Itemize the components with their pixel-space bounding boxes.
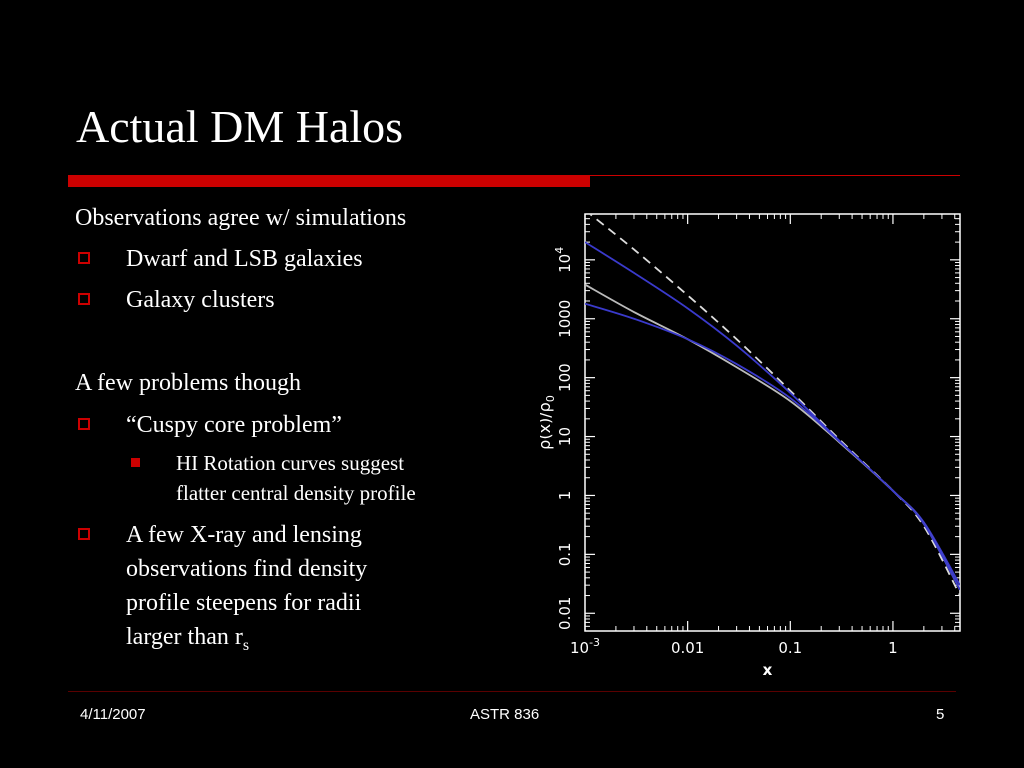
plot-frame [584,213,961,632]
x-tick-label: 0.01 [671,639,704,657]
sub-bullet-line-1: HI Rotation curves suggest [176,451,405,475]
hollow-bullet-icon [78,528,90,540]
y-tick-label: 104 [553,247,574,273]
sub-bullet-line-2: flatter central density profile [176,481,416,505]
y-tick-label: 100 [556,363,574,392]
footer-date: 4/11/2007 [80,706,146,723]
y-tick-label: 0.01 [556,597,574,630]
y-tick-label: 1 [556,491,574,501]
hollow-bullet-icon [78,252,90,264]
x-axis-label: x [763,661,773,679]
footer-course: ASTR 836 [470,706,540,723]
y-tick-label: 10 [556,427,574,446]
bullet-galaxy-clusters: Galaxy clusters [126,287,275,313]
obs-heading: Observations agree w/ simulations [75,205,407,231]
title-rule-thick [68,175,590,187]
slide-title: Actual DM Halos [76,101,404,152]
problems-heading: A few problems though [75,370,301,396]
series-line-1 [588,214,960,596]
x-tick-label: 10-3 [570,636,600,657]
rs-subscript: s [242,636,250,654]
footer-page: 5 [936,706,945,723]
hollow-bullet-icon [78,418,90,430]
bullet-xray-line-4-text: larger than r [126,624,243,650]
bullet-cuspy-core: “Cuspy core problem” [126,412,342,438]
title-rule-thin [590,175,960,176]
x-tick-label: 0.1 [778,639,802,657]
hollow-bullet-icon [78,293,90,305]
bullet-xray-line-2: observations find density [126,556,368,582]
bullet-xray-line-3: profile steepens for radii [126,590,362,616]
series-line-4 [585,302,960,591]
density-profile-chart: 10-3 0.01 0.1 1 0.01 0.1 1 10 100 1000 104 x ρ(x)/ρ0 [540,213,961,679]
bullet-xray-line-1: A few X-ray and lensing [126,522,362,548]
x-tick-label: 1 [888,639,898,657]
bullet-xray-line-4: larger than rs [126,623,249,656]
footer-rule [68,691,956,692]
y-tick-label: 0.1 [556,542,574,566]
y-tick-label: 1000 [556,300,574,338]
bullet-dwarf-lsb: Dwarf and LSB galaxies [126,246,363,272]
y-axis-label: ρ(x)/ρ0 [540,395,557,450]
filled-square-bullet-icon [131,458,140,467]
